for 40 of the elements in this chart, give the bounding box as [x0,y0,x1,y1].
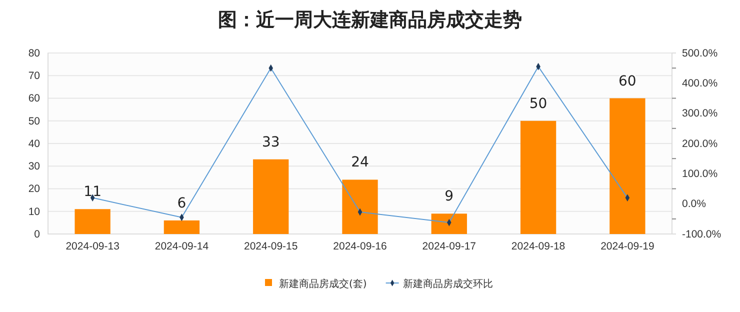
x-tick-label: 2024-09-16 [333,240,388,252]
y-tick-label: 40 [28,138,40,150]
x-tick-label: 2024-09-15 [244,240,298,252]
bar [74,209,110,234]
legend-label: 新建商品房成交环比 [402,278,493,290]
y-tick-label: 0 [34,228,40,240]
y-tick-label: 80 [28,47,40,60]
data-label: 24 [351,154,369,171]
data-label: 11 [84,184,102,200]
bar [431,214,467,234]
data-label: 33 [262,134,280,150]
y2-tick-label: 300.0% [682,108,718,120]
chart-title: 图：近一周大连新建商品房成交走势 [218,9,522,31]
y2-tick-label: -100.0% [682,228,722,240]
y-tick-label: 30 [28,160,40,172]
x-tick-label: 2024-09-13 [66,240,120,252]
data-label: 60 [618,73,636,90]
y2-tick-label: 200.0% [682,138,718,150]
bar [520,120,556,234]
data-label: 9 [444,188,454,205]
x-tick-label: 2024-09-14 [154,240,209,252]
x-tick-label: 2024-09-17 [422,240,476,252]
y-tick-label: 70 [28,70,40,82]
bar [342,180,378,234]
x-tick-label: 2024-09-18 [511,240,566,252]
bar [610,98,646,234]
legend-label: 新建商品房成交(套) [279,278,367,290]
data-label: 50 [529,96,548,112]
y-tick-label: 10 [28,206,40,218]
y-tick-label: 20 [28,183,40,196]
x-tick-label: 2024-09-19 [600,240,654,252]
data-label: 6 [177,195,186,212]
y-tick-label: 60 [28,92,40,105]
y2-tick-label: 0.0% [682,198,706,210]
bar [253,159,289,234]
bar [164,220,200,234]
y-tick-label: 50 [28,115,40,128]
y2-tick-label: 500.0% [682,47,718,60]
y2-tick-label: 400.0% [682,78,718,90]
y2-tick-label: 100.0% [682,168,718,180]
